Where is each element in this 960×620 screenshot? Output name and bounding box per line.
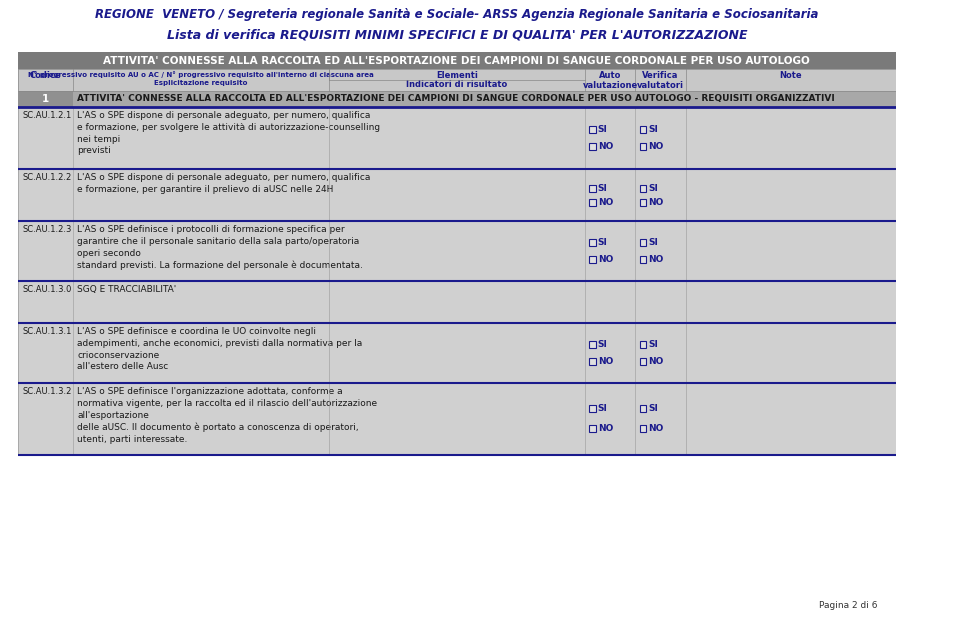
Bar [18, 323, 896, 383]
Text: ATTIVITA' CONNESSE ALLA RACCOLTA ED ALL'ESPORTAZIONE DEI CAMPIONI DI SANGUE CORD: ATTIVITA' CONNESSE ALLA RACCOLTA ED ALL'… [78, 94, 835, 104]
Text: SC.AU.1.2.1: SC.AU.1.2.1 [22, 111, 72, 120]
Text: SI: SI [598, 184, 608, 193]
Text: NO: NO [648, 198, 663, 207]
Text: SC.AU.1.3.0: SC.AU.1.3.0 [22, 285, 72, 294]
Bar [639, 199, 646, 206]
Text: Verifica
valutatori: Verifica valutatori [636, 71, 684, 91]
Bar [589, 239, 596, 246]
Text: L'AS o SPE definisce i protocolli di formazione specifica per
garantire che il p: L'AS o SPE definisce i protocolli di for… [78, 225, 363, 270]
Bar [18, 52, 896, 69]
Text: SI: SI [648, 184, 658, 193]
Text: NO: NO [598, 142, 613, 151]
Bar [18, 91, 73, 107]
Text: SGQ E TRACCIABILITA': SGQ E TRACCIABILITA' [78, 285, 177, 294]
Bar [639, 425, 646, 432]
Text: SI: SI [648, 404, 658, 412]
Text: NO: NO [648, 255, 663, 264]
Text: L'AS o SPE dispone di personale adeguato, per numero, qualifica
e formazione, pe: L'AS o SPE dispone di personale adeguato… [78, 173, 371, 194]
Bar [589, 185, 596, 192]
Bar [18, 69, 896, 91]
Bar [639, 239, 646, 246]
Text: Pagina 2 di 6: Pagina 2 di 6 [819, 601, 877, 610]
Text: SI: SI [598, 238, 608, 247]
Bar [589, 341, 596, 348]
Bar [639, 256, 646, 263]
Bar [639, 185, 646, 192]
Bar [589, 126, 596, 133]
Text: SI: SI [648, 340, 658, 349]
Bar [18, 107, 896, 169]
Text: NO: NO [598, 356, 613, 366]
Text: Auto
valutazione: Auto valutazione [583, 71, 637, 91]
Text: NO: NO [598, 255, 613, 264]
Bar [18, 91, 896, 107]
Text: SC.AU.1.3.2: SC.AU.1.3.2 [22, 387, 72, 396]
Bar [18, 281, 896, 323]
Bar [639, 405, 646, 412]
Bar [589, 358, 596, 365]
Bar [18, 221, 896, 281]
Bar [639, 358, 646, 365]
Text: Esplicitazione requisito: Esplicitazione requisito [155, 80, 248, 86]
Text: REGIONE  VENETO / Segreteria regionale Sanità e Sociale- ARSS Agenzia Regionale : REGIONE VENETO / Segreteria regionale Sa… [95, 8, 819, 21]
Text: Note: Note [780, 71, 802, 80]
Text: N° progressivo requisito AU o AC / N° progressivo requisito all'interno di ciasc: N° progressivo requisito AU o AC / N° pr… [28, 71, 373, 78]
Text: NO: NO [648, 423, 663, 433]
Text: SI: SI [648, 125, 658, 133]
Bar [589, 256, 596, 263]
Bar [18, 169, 896, 221]
Text: NO: NO [648, 142, 663, 151]
Bar [18, 383, 896, 455]
Text: L'AS o SPE dispone di personale adeguato, per numero, qualifica
e formazione, pe: L'AS o SPE dispone di personale adeguato… [78, 111, 380, 156]
Bar [589, 425, 596, 432]
Text: SC.AU.1.2.2: SC.AU.1.2.2 [22, 173, 72, 182]
Text: SC.AU.1.2.3: SC.AU.1.2.3 [22, 225, 72, 234]
Text: SI: SI [598, 340, 608, 349]
Bar [589, 199, 596, 206]
Text: Codice: Codice [30, 71, 61, 80]
Bar [589, 143, 596, 150]
Text: SI: SI [648, 238, 658, 247]
Text: Indicatori di risultato: Indicatori di risultato [406, 80, 508, 89]
Text: 1: 1 [41, 94, 49, 104]
Text: NO: NO [598, 423, 613, 433]
Bar [639, 341, 646, 348]
Text: ATTIVITA' CONNESSE ALLA RACCOLTA ED ALL'ESPORTAZIONE DEI CAMPIONI DI SANGUE CORD: ATTIVITA' CONNESSE ALLA RACCOLTA ED ALL'… [104, 56, 810, 66]
Text: NO: NO [598, 198, 613, 207]
Text: SI: SI [598, 125, 608, 133]
Text: SC.AU.1.3.1: SC.AU.1.3.1 [22, 327, 72, 336]
Bar [639, 126, 646, 133]
Bar [639, 143, 646, 150]
Text: Elementi: Elementi [436, 71, 478, 80]
Text: L'AS o SPE definisce l'organizzazione adottata, conforme a
normativa vigente, pe: L'AS o SPE definisce l'organizzazione ad… [78, 387, 377, 444]
Text: NO: NO [648, 356, 663, 366]
Text: L'AS o SPE definisce e coordina le UO coinvolte negli
adempimenti, anche economi: L'AS o SPE definisce e coordina le UO co… [78, 327, 363, 371]
Text: Lista di verifica REQUISITI MINIMI SPECIFICI E DI QUALITA' PER L'AUTORIZZAZIONE: Lista di verifica REQUISITI MINIMI SPECI… [167, 28, 747, 41]
Text: SI: SI [598, 404, 608, 412]
Bar [589, 405, 596, 412]
